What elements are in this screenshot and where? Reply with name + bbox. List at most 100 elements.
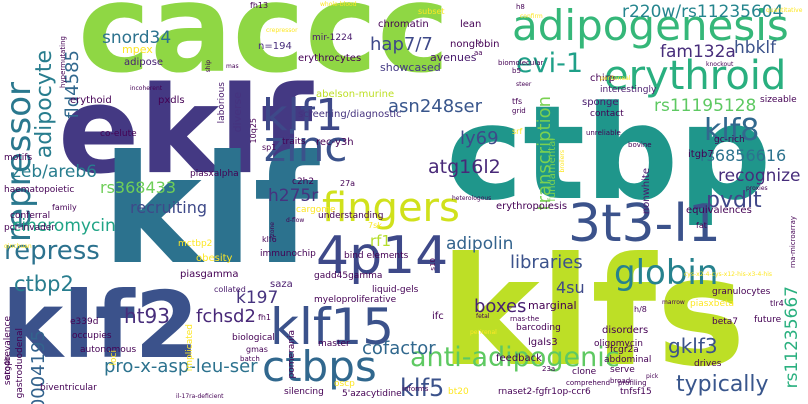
word-sizeable: sizeable: [760, 96, 797, 105]
word-marrow: marrow: [662, 300, 685, 306]
word-incoherent: incoherent: [130, 86, 162, 92]
word-equivalences: equivalences: [686, 206, 752, 216]
word-confirm: confirm: [520, 14, 543, 20]
word-recognize: recognize: [718, 168, 801, 185]
word-5-azacytidine: 5'azacytidine: [342, 390, 402, 399]
word-lgals3: lgals3: [528, 338, 558, 348]
word-crepressor: crepressor: [266, 28, 298, 34]
word-fh13: fh13: [250, 2, 268, 10]
word-hbklf: hbklf: [734, 40, 776, 57]
word-itgb7: itgb7: [688, 150, 714, 160]
word-srf: srf: [512, 128, 522, 136]
word-understanding: understanding: [318, 212, 383, 221]
word-interestingly: interestingly: [600, 86, 656, 95]
word-adipolin: adipolin: [446, 236, 513, 253]
word-gc-rich: gc-rich: [714, 136, 745, 145]
word-tnfsf15: tnfsf15: [620, 388, 652, 397]
word-fetal: fetal: [476, 314, 490, 320]
word-4su: 4su: [556, 280, 585, 296]
word-h8: h8: [516, 4, 525, 11]
word-cys-x2-4-cys-x12-his-x3-4-his: cys-x2-4-cys-x12-his-x3-4-his: [684, 272, 772, 278]
word-occupies: occupies: [72, 332, 112, 341]
word-whole-blood: whole-blood: [320, 2, 357, 8]
word-gastroduodenal: gastroduodenal: [16, 328, 25, 398]
word-barcoding: barcoding: [516, 324, 561, 333]
word-rna-microarray: rna-microarray: [790, 216, 797, 268]
word-beta7: beta7: [712, 318, 738, 327]
word-atg4b: atg4b: [4, 356, 12, 379]
word-fundamental: fundamental: [548, 138, 558, 202]
word-piasgamma: piasgamma: [180, 270, 239, 280]
word-ctbps: ctbps: [262, 346, 377, 388]
word-hap7-7: hap7/7: [370, 36, 433, 54]
word-sponge: sponge: [582, 98, 619, 108]
word-fat: fat: [696, 222, 707, 230]
word-implicated: implicated: [186, 324, 195, 371]
word-qinchuan: qinchuan: [4, 244, 32, 250]
word-quantitative: quantitative: [766, 8, 802, 14]
word-unreliable: unreliable: [586, 130, 621, 137]
word-zeb-areb6: zeb/areb6: [12, 164, 97, 181]
word-gadd45gamma: gadd45gamma: [314, 272, 382, 281]
word-haematopoietic: haematopoietic: [4, 186, 74, 195]
word-ht93: ht93: [124, 306, 170, 326]
word-silencing: silencing: [284, 388, 324, 397]
word-rs11195128: rs11195128: [654, 98, 756, 115]
word-bt20: bt20: [448, 388, 469, 397]
word-fingers: fingers: [322, 188, 460, 228]
word-disorders: disorders: [602, 326, 648, 336]
word-future: future: [754, 316, 781, 325]
word-repress: repress: [4, 238, 100, 264]
word-cofactor: cofactor: [362, 340, 436, 358]
word-mpex: mpex: [122, 44, 153, 55]
word-adipose: adipose: [124, 58, 163, 68]
word-sp1: sp1: [262, 144, 276, 152]
word-abelson-murine: abelson-murine: [316, 90, 394, 100]
word-libraries: libraries: [510, 254, 583, 272]
word-ctbp2: ctbp2: [14, 274, 74, 295]
word-aa: aa: [474, 50, 483, 57]
word-proxies: proxies: [746, 186, 768, 192]
word-informs: informs: [402, 386, 428, 393]
word-mas: mas: [226, 64, 239, 70]
word-nonwhite: nonwhite: [642, 168, 652, 214]
word-bovine: bovine: [628, 142, 652, 149]
word-heterologous: heterologous: [452, 196, 491, 202]
word-fh1: fh1: [258, 314, 271, 322]
word-23a: 23a: [542, 366, 555, 373]
word-drives: drives: [694, 360, 721, 369]
word-10q25: 10q25: [250, 118, 258, 143]
word-knockout: knockout: [706, 62, 733, 68]
word-rnas-the: rnas-the: [510, 316, 539, 323]
word-piasxbeta: piasxbeta: [690, 300, 734, 309]
word-obesity: obesity: [196, 254, 232, 264]
word-piasxalpha: piasxalpha: [190, 170, 239, 179]
word-7sk: 7sk: [368, 222, 382, 230]
word-atg16l2: atg16l2: [428, 158, 501, 177]
word-steer: steer: [516, 82, 531, 88]
word-erythoid: erythoid: [70, 96, 112, 106]
word-co-elute: co-elute: [100, 130, 137, 139]
word-screening-diagnostic: screening/diagnostic: [298, 110, 402, 120]
word-loci: loci: [110, 350, 119, 365]
word-perirenal: perirenal: [470, 330, 497, 336]
word-fam132a: fam132a: [660, 44, 736, 61]
word-h275r: h275r: [268, 188, 318, 205]
word-oscp: oscp: [334, 380, 355, 389]
word-granulocytes: granulocytes: [712, 288, 770, 297]
word-27a: 27a: [340, 180, 355, 188]
word-fchsd2: fchsd2: [196, 308, 256, 326]
word-gmas: gmas: [246, 346, 268, 354]
word-fcgr2a: fcgr2a: [610, 346, 639, 355]
word-batch: batch: [240, 356, 260, 363]
word-feedback: feedback: [496, 354, 542, 364]
word-bl: bl: [476, 40, 481, 46]
word-il-17ra-deficient: il-17ra-deficient: [176, 394, 224, 400]
word-grid: grid: [512, 108, 526, 115]
word-ship: ship: [206, 60, 212, 72]
word-erythrocytes: erythrocytes: [298, 54, 361, 64]
word-c2h2: c2h2: [292, 178, 314, 187]
word-rs11235667: rs11235667: [784, 286, 801, 388]
word-myeloproliferative: myeloproliferative: [314, 296, 396, 305]
